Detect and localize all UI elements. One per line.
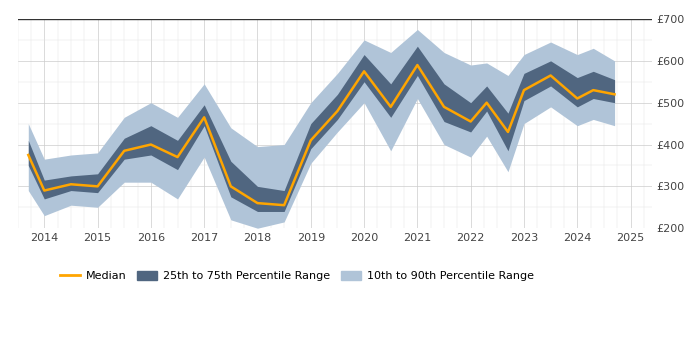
Legend: Median, 25th to 75th Percentile Range, 10th to 90th Percentile Range: Median, 25th to 75th Percentile Range, 1… bbox=[55, 266, 538, 285]
